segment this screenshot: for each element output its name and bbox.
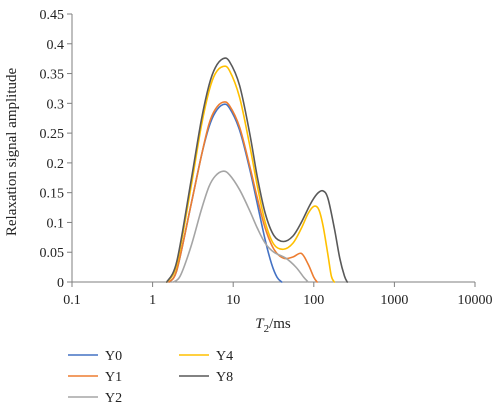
y-tick-label: 0 (57, 276, 64, 291)
legend-label: Y1 (105, 370, 122, 385)
series-line-y8 (165, 57, 349, 283)
y-tick-label: 0.35 (40, 68, 65, 83)
legend-item-y2: Y2 (68, 391, 122, 406)
legend: Y0 Y1 Y2 Y4 Y8 (68, 349, 233, 406)
series-line-y1 (168, 101, 318, 283)
plot-area: 0 0.05 0.1 0.15 0.2 0.25 0.3 0.35 0.4 0.45 0.1 1 10 1… (40, 8, 493, 308)
series-line-y4 (165, 65, 336, 283)
legend-item-y8: Y8 (179, 370, 233, 385)
y-tick-label: 0.25 (40, 127, 65, 142)
series-line-y2 (172, 170, 309, 283)
legend-label: Y4 (216, 349, 233, 364)
x-tick-label: 0.1 (63, 293, 81, 308)
x-tick-label: 1 (149, 293, 156, 308)
x-axis-title-group: T2/ms (255, 316, 291, 335)
y-axis-title-group: Relaxation signal amplitude (4, 68, 20, 237)
legend-label: Y2 (105, 391, 122, 406)
legend-item-y1: Y1 (68, 370, 122, 385)
x-axis-title: T2/ms (255, 316, 291, 335)
legend-item-y4: Y4 (179, 349, 233, 364)
y-tick-label: 0.15 (40, 187, 65, 202)
y-tick-label: 0.45 (40, 8, 65, 23)
x-tick-label: 1000 (380, 293, 408, 308)
y-tick-label: 0.05 (40, 246, 65, 261)
legend-label: Y8 (216, 370, 233, 385)
legend-label: Y0 (105, 349, 122, 364)
x-tick-label: 10 (226, 293, 240, 308)
x-tick-label: 10000 (458, 293, 493, 308)
x-axis-title-unit: /ms (269, 316, 291, 332)
y-axis-title: Relaxation signal amplitude (4, 68, 20, 237)
x-axis-title-subscript: 2 (264, 323, 270, 335)
series-line-y0 (168, 103, 283, 283)
y-tick-label: 0.2 (47, 157, 65, 172)
y-tick-label: 0.4 (47, 38, 65, 53)
x-tick-label: 100 (303, 293, 324, 308)
legend-item-y0: Y0 (68, 349, 122, 364)
x-axis-title-main: T (255, 316, 265, 332)
y-tick-label: 0.1 (47, 216, 65, 231)
y-tick-label: 0.3 (47, 97, 65, 112)
